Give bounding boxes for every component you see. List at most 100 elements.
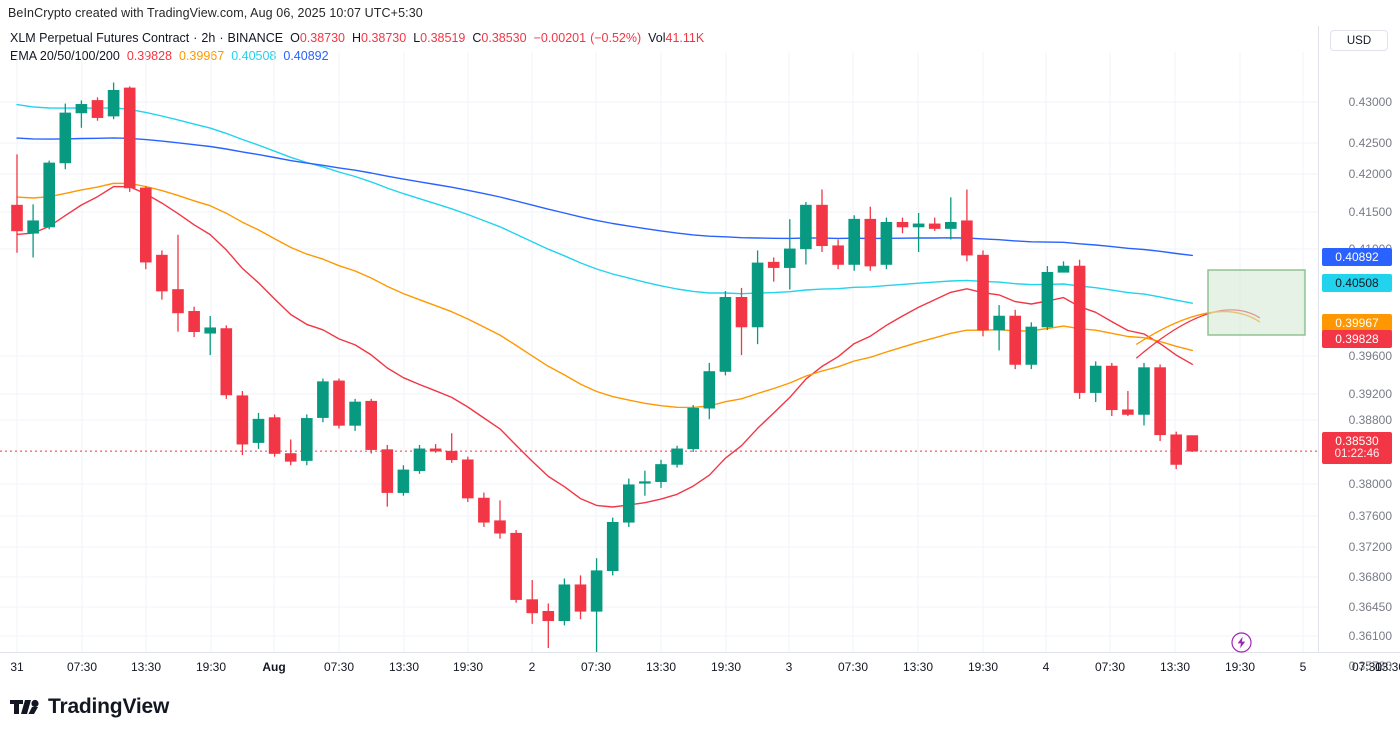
candle	[526, 599, 539, 614]
bar-countdown: 01:22:46	[1334, 448, 1380, 460]
legend-change-absolute: −0.00201	[533, 31, 587, 45]
chart-legend: XLM Perpetual Futures Contract · 2h · BINANC…	[10, 31, 704, 64]
candle	[606, 521, 619, 571]
last-price-value: 0.38530	[1335, 434, 1379, 448]
candle	[429, 448, 442, 452]
price-tick: 0.37600	[1348, 509, 1392, 523]
time-tick: 19:30	[710, 660, 742, 674]
legend-ema200-value: 0.40892	[283, 49, 329, 63]
candle	[236, 395, 249, 445]
candle	[622, 484, 635, 523]
candle	[1122, 409, 1134, 415]
legend-volume-value: 41.11K	[665, 31, 705, 45]
time-tick: Aug	[262, 660, 286, 674]
price-tick: 0.39200	[1348, 387, 1392, 401]
candle	[478, 497, 490, 523]
price-axis-divider	[1318, 26, 1319, 652]
legend-high-value: 0.38730	[361, 31, 407, 45]
legend-volume-label: Vol	[648, 31, 666, 45]
candle	[944, 221, 957, 229]
candle	[91, 100, 104, 118]
time-tick: 13:30	[1159, 660, 1191, 674]
time-tick: 07:30	[580, 660, 612, 674]
price-axis[interactable]: USD 0.430000.425000.420000.415000.410000…	[1318, 26, 1400, 673]
price-tick: 0.36800	[1348, 570, 1392, 584]
candle	[783, 248, 796, 268]
price-tick: 0.35780	[1348, 659, 1392, 673]
candle	[268, 417, 281, 454]
candle	[1138, 367, 1150, 415]
candles	[11, 82, 1199, 652]
lightning-bolt-icon[interactable]	[1231, 632, 1252, 653]
candle	[896, 221, 909, 228]
candle	[1041, 271, 1054, 328]
price-tick: 0.41500	[1348, 205, 1392, 219]
time-tick: 13:30	[1374, 660, 1400, 674]
legend-low-value: 0.38519	[420, 31, 466, 45]
candle	[655, 464, 667, 482]
ema100-price-badge: 0.40508	[1322, 274, 1392, 292]
candle	[912, 223, 925, 228]
candle	[880, 221, 893, 265]
candle	[413, 448, 426, 472]
time-tick: 2	[528, 660, 536, 674]
price-tick: 0.42500	[1348, 136, 1392, 150]
legend-close-value: 0.38530	[481, 31, 527, 45]
ema50-line	[16, 182, 1194, 409]
time-tick: 19:30	[452, 660, 484, 674]
candle	[639, 481, 651, 484]
candle	[188, 311, 200, 332]
candle	[719, 296, 732, 372]
legend-high-label: H	[352, 31, 362, 45]
candle	[832, 245, 844, 265]
candle	[204, 327, 216, 334]
candle	[993, 315, 1005, 331]
tradingview-logo[interactable]: TradingView	[10, 695, 169, 719]
candle	[349, 401, 361, 426]
candle	[1009, 315, 1022, 365]
candle	[848, 218, 861, 265]
candle	[961, 220, 973, 256]
legend-open-label: O	[290, 31, 300, 45]
time-tick: 19:30	[195, 660, 227, 674]
time-axis[interactable]: 31 07:30 13:30 19:30 Aug 07:30 13:30 19:30 2 07:3…	[0, 652, 1400, 682]
candle	[75, 104, 88, 114]
candle	[365, 400, 378, 450]
legend-ema-title[interactable]: EMA 20/50/100/200	[10, 49, 120, 63]
candle	[317, 381, 329, 418]
time-tick: 31	[10, 660, 24, 674]
candle	[1106, 365, 1118, 411]
legend-interval[interactable]: 2h	[201, 31, 216, 45]
candle	[284, 453, 297, 462]
price-tick: 0.43000	[1348, 95, 1392, 109]
candlestick-chart	[0, 52, 1318, 652]
highlight-box[interactable]	[1207, 269, 1306, 336]
ema50-price-badge: 0.39967	[1322, 314, 1392, 332]
candle	[671, 448, 683, 465]
candle	[590, 570, 603, 612]
ema200-price-badge: 0.40892	[1322, 248, 1392, 266]
candle	[156, 254, 168, 292]
legend-ema100-value: 0.40508	[231, 49, 277, 63]
tradingview-wordmark: TradingView	[48, 695, 170, 718]
candle	[59, 112, 72, 164]
candle	[1186, 435, 1199, 452]
last-price-badge: 0.38530 01:22:46	[1322, 432, 1392, 464]
chart-plot-area[interactable]	[0, 52, 1318, 652]
ema20-price-badge: 0.39828	[1322, 330, 1392, 348]
legend-symbol[interactable]: XLM Perpetual Futures Contract	[10, 31, 190, 45]
candle	[1089, 365, 1102, 393]
currency-label[interactable]: USD	[1330, 30, 1388, 51]
tradingview-logomark-icon	[10, 699, 39, 714]
candle	[1154, 367, 1166, 436]
candle	[220, 328, 233, 396]
ema100-line	[16, 103, 1194, 304]
time-tick: 07:30	[1351, 660, 1383, 674]
price-tick: 0.38000	[1348, 477, 1392, 491]
time-axis-divider	[0, 652, 1400, 653]
candle	[735, 296, 748, 328]
time-tick: 13:30	[645, 660, 677, 674]
candle	[751, 262, 764, 328]
time-tick: 19:30	[967, 660, 999, 674]
legend-exchange: BINANCE	[227, 31, 284, 45]
